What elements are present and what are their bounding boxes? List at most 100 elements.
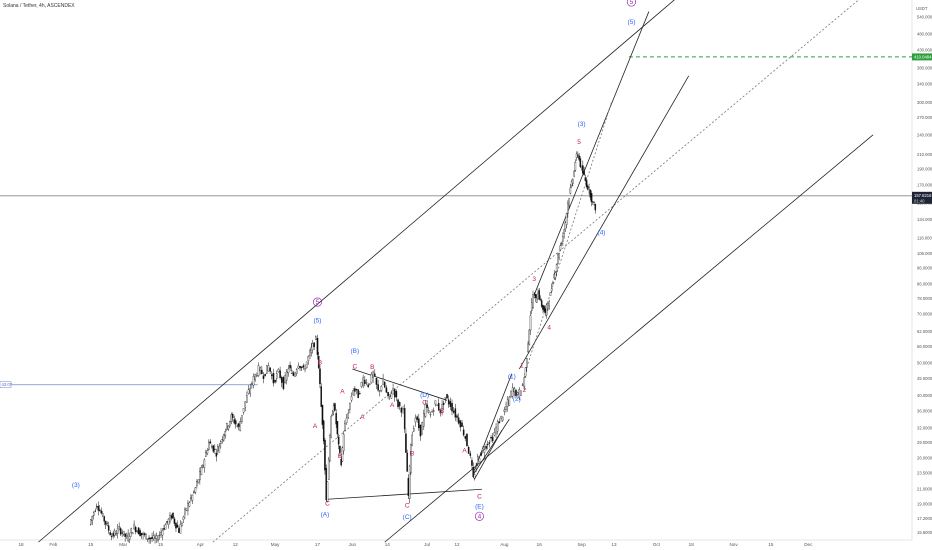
candle-body [92,512,95,516]
x-tick-label: Nov [729,542,738,547]
y-tick-label: 32.0000 [917,425,932,430]
candle-body [590,193,593,203]
candle-body [511,387,514,397]
candle-body [124,533,126,537]
candle-body [447,399,450,405]
wave-label: B [338,453,342,460]
candle-body [528,329,531,345]
candle-body [340,458,342,466]
x-tick-label: 15 [768,542,774,547]
channel-line [327,488,482,500]
left-level-badge [0,381,12,388]
candle-body [292,372,295,376]
wave-label: A [340,389,345,396]
channel-line [352,368,448,401]
candle-body [579,158,582,167]
wave-label: 4 [547,324,551,331]
y-tick-label: 56.0000 [917,344,932,349]
x-tick-label: 18 [18,542,24,547]
candle-body [341,447,344,462]
wave-label: 5 [577,139,581,146]
candle-body [127,533,129,542]
y-tick-label: 40.0000 [917,393,932,398]
wave-label: (B) [351,348,360,355]
candle-body [419,424,422,437]
candle-body [110,536,113,538]
candle-body [326,481,329,502]
candle-body [119,528,122,535]
candle-body [525,358,528,368]
candle-body [398,401,401,407]
channel-line [474,373,513,470]
y-tick-label: 70.0000 [917,312,932,317]
candle-body [214,448,216,450]
candle-body [568,198,570,207]
candle-body [259,367,261,372]
current-price-badge [912,191,932,204]
x-tick-label: Feb [49,542,57,547]
candle-body [538,290,541,300]
candle-body [572,179,574,184]
wave-label: (2) [513,396,521,403]
y-tick-label: 240.0000 [917,132,932,137]
wave-label: (4) [598,229,606,236]
candle-body [372,371,374,378]
channel-line [38,0,675,543]
candle-body [424,403,427,417]
candle-body [181,522,183,526]
candle-body [491,436,494,442]
candle-body [515,389,517,396]
candle-body [478,458,481,462]
candle-body [242,407,245,413]
candle-body [464,436,467,439]
candle-body [295,369,298,374]
candle-body [347,412,349,418]
candle-body [437,403,440,411]
y-tick-label: 45.0000 [917,376,932,381]
candle-body [441,403,443,413]
candle-body [229,421,231,427]
wave-label: C [405,503,410,510]
candle-body [506,399,509,407]
candle-body [191,494,194,501]
candle-body [299,366,301,369]
candle-body [149,537,152,540]
candle-body [416,416,418,420]
candle-body [332,405,335,412]
candle-body [375,378,378,385]
x-tick-label: 14 [385,542,391,547]
dotted-trend-line [523,102,612,376]
candle-body [331,413,334,416]
candle-body [173,518,176,524]
wave-label: B [318,360,322,367]
wave-label: 5 [316,299,320,306]
x-tick-label: 16 [537,542,543,547]
candle-body [254,374,256,380]
candle-body [161,530,164,536]
wave-label: (1) [508,373,516,380]
x-tick-label: Mar [119,542,127,547]
candles-layer [89,151,597,544]
candle-body [320,386,323,407]
wave-label: (A) [321,512,330,519]
candle-body [588,187,590,190]
candle-body [224,431,227,437]
candle-body [205,452,207,457]
candle-body [196,481,198,486]
candle-body [476,456,479,464]
candle-body [349,402,351,410]
candle-body [544,308,547,313]
candle-body [469,453,472,456]
candle-body [121,532,123,534]
candle-body [454,408,457,418]
candle-body [287,368,290,374]
candle-body [276,373,278,379]
candle-body [471,460,473,466]
candle-body [175,522,177,529]
wave-label: (C) [403,514,412,521]
y-tick-label: 106.0000 [917,251,932,256]
y-tick-label: 190.0000 [917,166,932,171]
y-tick-label: 540.0000 [917,14,932,19]
